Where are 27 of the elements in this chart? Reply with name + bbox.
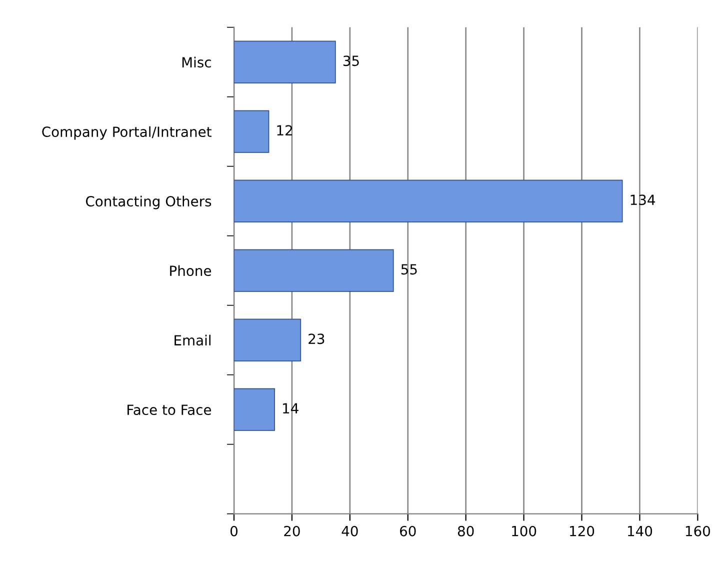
x-tick-label: 120 [570, 526, 594, 536]
x-tick-label: 80 [458, 526, 474, 536]
x-tick-label: 160 [686, 526, 710, 536]
y-tick-label: Company Portal/Intranet [42, 126, 212, 140]
data-label: 23 [308, 334, 324, 344]
bar [234, 180, 623, 222]
y-tick-label: Misc [182, 56, 211, 68]
data-label: 12 [277, 125, 292, 136]
y-tick-label: Phone [170, 265, 212, 276]
x-tick-label: 0 [230, 526, 238, 536]
x-tick-label: 20 [284, 526, 300, 536]
data-label: 14 [283, 403, 298, 414]
bar [234, 318, 302, 362]
bar [234, 249, 394, 292]
x-tick-label: 60 [400, 526, 416, 536]
data-label: 55 [401, 264, 417, 275]
y-tick-label: Contacting Others [86, 196, 212, 210]
bar [234, 40, 336, 84]
x-tick-label: 100 [512, 526, 536, 536]
y-tick-label: Face to Face [128, 404, 212, 416]
y-tick-label: Email [174, 334, 210, 346]
data-label: 134 [630, 194, 656, 206]
bar [234, 110, 270, 153]
data-label: 35 [343, 56, 359, 66]
x-tick-label: 140 [628, 526, 652, 536]
bar [234, 388, 275, 431]
x-tick-label: 40 [342, 526, 358, 536]
